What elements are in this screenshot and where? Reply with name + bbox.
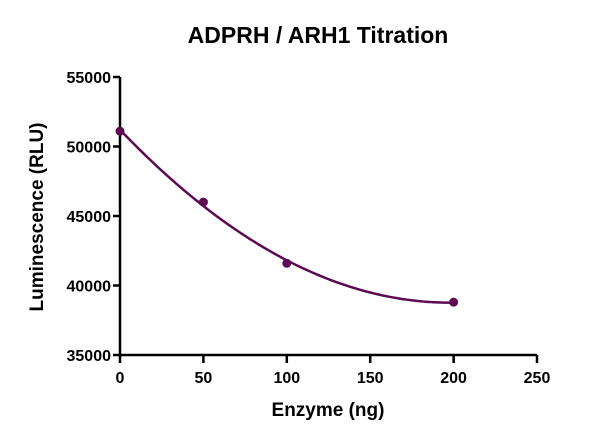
data-point [115,126,125,136]
y-tick-label: 50000 [67,140,112,157]
data-point [282,258,292,268]
x-tick-label: 150 [357,370,384,387]
x-tick-label: 0 [116,370,125,387]
data-point [449,297,459,307]
x-tick-label: 50 [195,370,213,387]
x-tick-label: 200 [440,370,467,387]
y-tick-label: 40000 [67,279,112,296]
x-axis-label: Enzyme (ng) [272,400,385,421]
y-tick-label: 45000 [67,209,112,226]
x-tick-label: 100 [273,370,300,387]
y-axis-label: Luminescence (RLU) [27,123,48,312]
x-tick-label: 250 [524,370,551,387]
data-point [198,197,208,207]
y-tick-label: 55000 [67,70,112,87]
chart-title: ADPRH / ARH1 Titration [188,22,449,48]
plot-area: 35000 40000 45000 50000 55000 0 50 100 150 200 250 [67,70,551,387]
y-tick-label: 35000 [67,348,112,365]
fit-curve [119,128,454,304]
